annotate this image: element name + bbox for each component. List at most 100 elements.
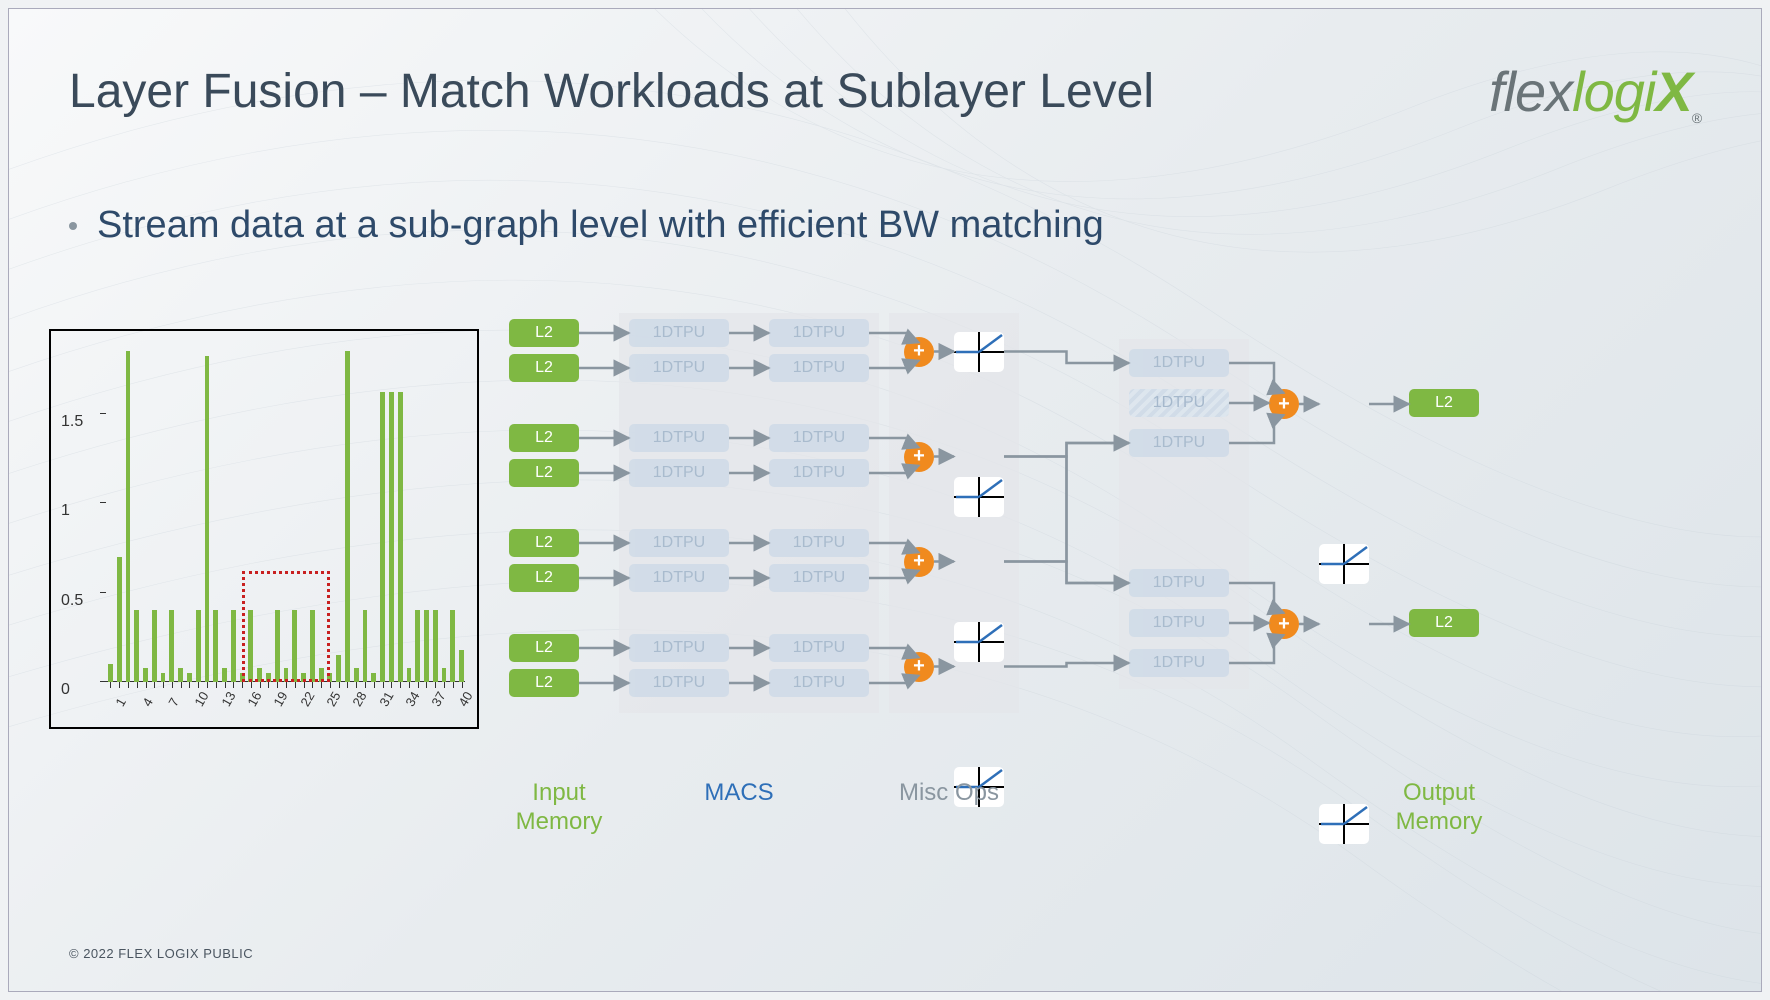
dtpu-block: 1DTPU: [769, 459, 869, 487]
bar: [169, 610, 174, 682]
add-op: +: [904, 442, 934, 472]
label-output-memory: Output Memory: [1369, 779, 1509, 837]
bar: [424, 610, 429, 682]
bar: [152, 610, 157, 682]
dtpu-block: 1DTPU: [769, 424, 869, 452]
slide-title: Layer Fusion – Match Workloads at Sublay…: [69, 64, 1154, 119]
bar: [213, 610, 218, 682]
dtpu-block: 1DTPU: [1129, 349, 1229, 377]
add-op: +: [1269, 389, 1299, 419]
dtpu-block: 1DTPU: [629, 354, 729, 382]
bar: [407, 668, 412, 682]
dtpu-block: 1DTPU: [1129, 429, 1229, 457]
x-tick: 25: [323, 689, 343, 709]
bar: [178, 668, 183, 682]
x-tick: 16: [244, 689, 264, 709]
label-macs: MACS: [679, 779, 799, 808]
add-op: +: [1269, 609, 1299, 639]
x-tick: 7: [165, 695, 182, 709]
bar: [380, 392, 385, 682]
x-tick: 28: [350, 689, 370, 709]
relu-icon: [1319, 804, 1369, 844]
dtpu-block: 1DTPU: [629, 459, 729, 487]
logo: flexlogiX®: [1489, 59, 1701, 126]
bar: [222, 668, 227, 682]
bar-chart: 00.511.51471013161922252831343740: [49, 329, 479, 729]
x-tick: 37: [429, 689, 449, 709]
bar: [442, 668, 447, 682]
x-tick: 31: [376, 689, 396, 709]
dtpu-block: 1DTPU: [1129, 649, 1229, 677]
bar: [108, 664, 113, 682]
bar: [450, 610, 455, 682]
bar: [117, 557, 122, 682]
x-tick: 10: [192, 689, 212, 709]
l2-input: L2: [509, 669, 579, 697]
highlight-region: [242, 571, 330, 682]
bar: [363, 610, 368, 682]
bar: [231, 610, 236, 682]
dtpu-block: 1DTPU: [769, 319, 869, 347]
bar: [389, 392, 394, 682]
l2-input: L2: [509, 424, 579, 452]
dtpu-block: 1DTPU: [1129, 389, 1229, 417]
l2-output: L2: [1409, 609, 1479, 637]
bar: [354, 668, 359, 682]
dtpu-block: 1DTPU: [769, 564, 869, 592]
l2-input: L2: [509, 564, 579, 592]
dtpu-block: 1DTPU: [1129, 609, 1229, 637]
flow-diagram: L2 L2 1DTPU 1DTPU 1DTPU 1DTPU + L2 L2 1DTPU 1DTPU 1…: [509, 319, 1739, 779]
add-op: +: [904, 547, 934, 577]
bar: [161, 673, 166, 682]
dtpu-block: 1DTPU: [769, 669, 869, 697]
y-tick: 0.5: [61, 592, 83, 610]
l2-input: L2: [509, 319, 579, 347]
bullet-dot: [69, 222, 77, 230]
x-tick: 19: [271, 689, 291, 709]
bullet-item: Stream data at a sub-graph level with ef…: [69, 204, 1104, 247]
bullet-text: Stream data at a sub-graph level with ef…: [97, 204, 1104, 247]
relu-icon: [954, 622, 1004, 662]
l2-output: L2: [1409, 389, 1479, 417]
bar: [143, 668, 148, 682]
bar: [205, 356, 210, 682]
dtpu-block: 1DTPU: [629, 564, 729, 592]
dtpu-block: 1DTPU: [629, 529, 729, 557]
copyright-footer: © 2022 FLEX LOGIX PUBLIC: [69, 946, 253, 961]
dtpu-block: 1DTPU: [629, 424, 729, 452]
dtpu-block: 1DTPU: [629, 669, 729, 697]
y-tick: 1.5: [61, 413, 83, 431]
add-op: +: [904, 337, 934, 367]
dtpu-block: 1DTPU: [769, 634, 869, 662]
relu-icon: [954, 332, 1004, 372]
bar: [459, 650, 464, 682]
x-tick: 1: [113, 695, 130, 709]
add-op: +: [904, 652, 934, 682]
dtpu-block: 1DTPU: [629, 634, 729, 662]
x-tick: 22: [297, 689, 317, 709]
bar: [433, 610, 438, 682]
bar: [415, 610, 420, 682]
y-tick: 1: [61, 502, 70, 520]
x-tick: 40: [455, 689, 475, 709]
l2-input: L2: [509, 354, 579, 382]
dtpu-block: 1DTPU: [769, 354, 869, 382]
bar: [336, 655, 341, 682]
relu-icon: [1319, 544, 1369, 584]
l2-input: L2: [509, 459, 579, 487]
bar: [134, 610, 139, 682]
bar: [398, 392, 403, 682]
x-tick: 13: [218, 689, 238, 709]
x-tick: 4: [139, 695, 156, 709]
bar: [371, 673, 376, 682]
bar: [126, 351, 131, 682]
label-input-memory: Input Memory: [499, 779, 619, 837]
dtpu-block: 1DTPU: [1129, 569, 1229, 597]
x-tick: 34: [402, 689, 422, 709]
dtpu-block: 1DTPU: [629, 319, 729, 347]
l2-input: L2: [509, 634, 579, 662]
y-tick: 0: [61, 681, 70, 699]
bar: [345, 351, 350, 682]
l2-input: L2: [509, 529, 579, 557]
relu-icon: [954, 477, 1004, 517]
